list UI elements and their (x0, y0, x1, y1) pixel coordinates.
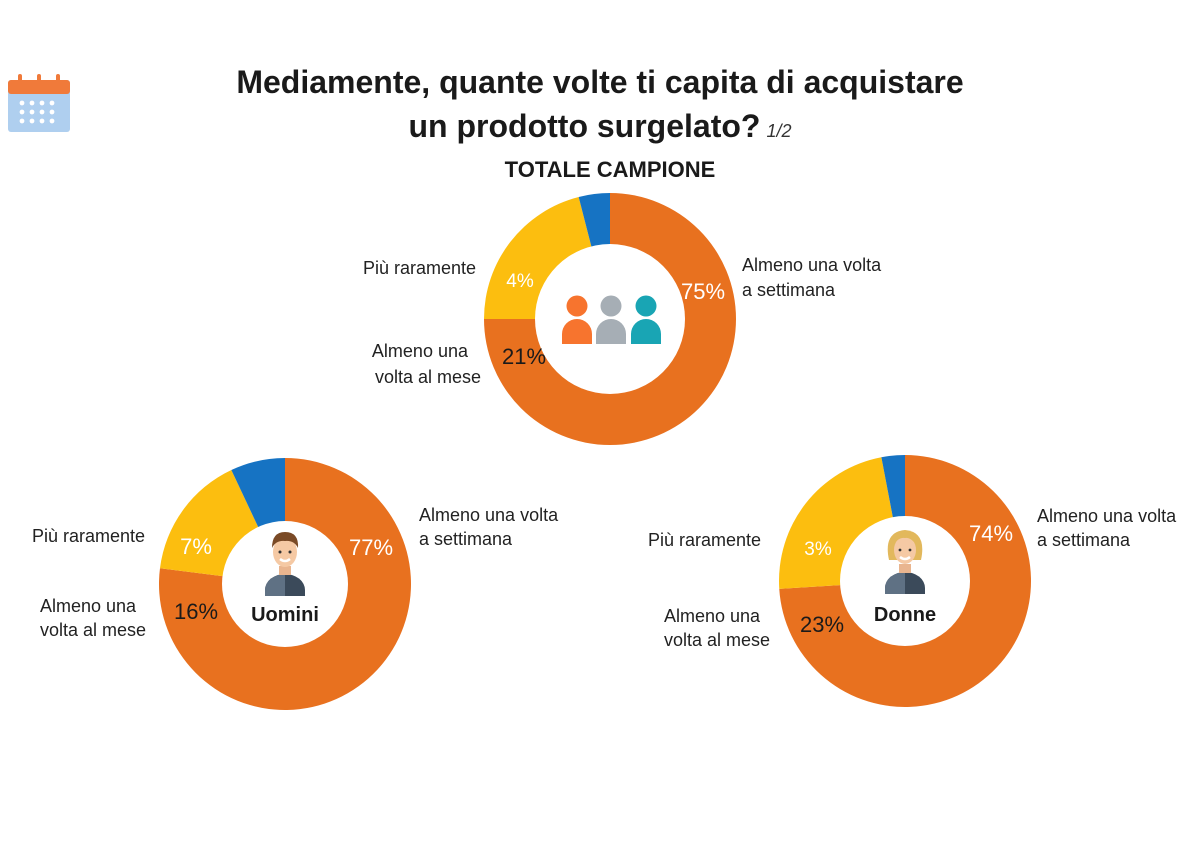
value-label-weekly: 75% (681, 279, 725, 304)
series-label-monthly-2: volta al mese (40, 620, 146, 640)
people-group-icon (562, 295, 661, 344)
series-label-weekly-1: Almeno una volta (419, 505, 559, 525)
series-label-rarely: Più raramente (32, 526, 145, 546)
donut-chart-donne: Donne 74% 23% 3% Almeno una volta a sett… (648, 455, 1177, 708)
series-label-monthly-1: Almeno una (40, 596, 137, 616)
value-label-rarely: 3% (804, 539, 832, 560)
value-label-weekly: 74% (969, 521, 1013, 546)
value-label-monthly: 16% (174, 599, 218, 624)
series-label-monthly-1: Almeno una (372, 341, 469, 361)
series-label-weekly-1: Almeno una volta (742, 255, 882, 275)
calendar-icon (8, 74, 70, 132)
title-line-2: un prodotto surgelato? (408, 108, 761, 144)
value-label-monthly: 21% (502, 344, 546, 369)
chart-title: Mediamente, quante volte ti capita di ac… (0, 60, 1200, 153)
page-indicator: 1/2 (766, 121, 792, 141)
woman-avatar-icon (885, 530, 925, 594)
group-label-donne: Donne (874, 604, 936, 626)
series-label-weekly-2: a settimana (742, 280, 836, 300)
title-line-1: Mediamente, quante volte ti capita di ac… (236, 64, 964, 100)
value-label-rarely: 7% (180, 534, 212, 559)
value-label-rarely: 4% (506, 271, 534, 292)
donut-hole (535, 244, 685, 394)
series-label-weekly-1: Almeno una volta (1037, 506, 1177, 526)
series-label-monthly-1: Almeno una (664, 606, 761, 626)
series-label-weekly-2: a settimana (1037, 530, 1131, 550)
chart-subtitle: TOTALE CAMPIONE (504, 157, 716, 182)
man-avatar-icon (265, 532, 305, 596)
series-label-monthly-2: volta al mese (664, 630, 770, 650)
series-label-rarely: Più raramente (363, 258, 476, 278)
value-label-weekly: 77% (349, 535, 393, 560)
group-label-uomini: Uomini (251, 604, 319, 626)
series-label-rarely: Più raramente (648, 530, 761, 550)
series-label-weekly-2: a settimana (419, 529, 513, 549)
donut-chart-uomini: Uomini 77% 16% 7% Almeno una volta a set… (32, 458, 559, 711)
value-label-monthly: 23% (800, 612, 844, 637)
donut-chart-totale: 75% 21% 4% Almeno una volta a settimana … (363, 193, 882, 445)
series-label-monthly-2: volta al mese (375, 367, 481, 387)
